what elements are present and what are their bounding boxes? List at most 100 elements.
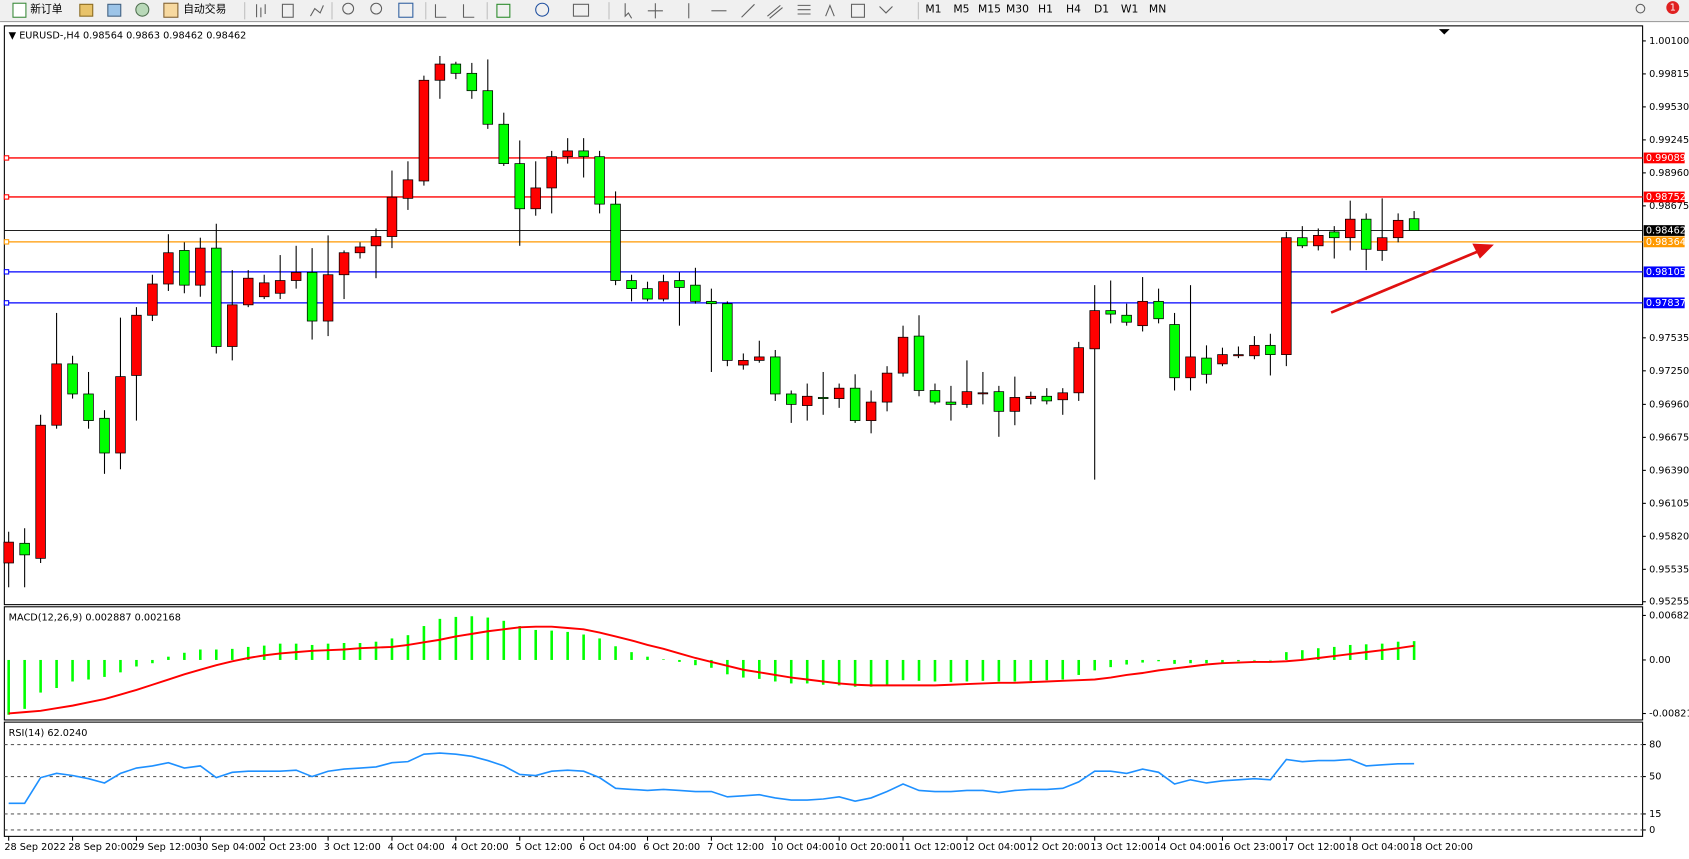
macd-bar bbox=[1013, 659, 1017, 682]
icon[interactable] bbox=[535, 2, 550, 17]
level-label-bg bbox=[1643, 297, 1685, 309]
candle-body bbox=[227, 304, 238, 347]
icon[interactable] bbox=[434, 4, 447, 18]
candle-body bbox=[1169, 324, 1180, 379]
macd-bar bbox=[821, 659, 825, 685]
macd-bar bbox=[71, 659, 74, 682]
icon[interactable] bbox=[647, 3, 663, 19]
main-panel bbox=[3, 25, 1644, 606]
timeframe-button[interactable]: M15 bbox=[978, 3, 1001, 16]
macd-bar bbox=[885, 659, 889, 685]
icon[interactable] bbox=[135, 2, 150, 17]
icon[interactable] bbox=[624, 3, 633, 19]
toolbar-bg bbox=[0, 0, 1689, 22]
candle-body bbox=[354, 246, 366, 254]
icon[interactable] bbox=[79, 3, 94, 17]
macd-bar bbox=[662, 659, 665, 660]
icon[interactable] bbox=[462, 4, 475, 18]
icon[interactable] bbox=[767, 4, 783, 19]
timeframe-button[interactable]: MN bbox=[1149, 3, 1166, 16]
y-tick-label: 0.96960 bbox=[1649, 399, 1689, 410]
macd-bar bbox=[1301, 650, 1304, 660]
timeframe-button[interactable]: M30 bbox=[1006, 3, 1029, 16]
candle-body bbox=[99, 417, 110, 454]
macd-bar bbox=[837, 659, 841, 686]
timeframe-button[interactable]: D1 bbox=[1094, 3, 1109, 16]
candle-body bbox=[1105, 310, 1116, 315]
icon[interactable] bbox=[309, 5, 324, 17]
rsi-value: 62.0240 bbox=[47, 728, 87, 739]
candle-body bbox=[1392, 219, 1404, 239]
candle-body bbox=[115, 376, 126, 454]
timeframe-button[interactable]: M1 bbox=[925, 3, 941, 16]
timeframes: M1 M5 M15 M30 H1 H4 D1 W1 MN bbox=[925, 3, 1166, 16]
candle-body bbox=[945, 401, 957, 405]
rsi-title: RSI(14) bbox=[9, 728, 45, 739]
notification-badge[interactable] bbox=[1666, 1, 1680, 15]
candle-body bbox=[722, 303, 733, 361]
candle-body bbox=[706, 300, 717, 305]
macd-bar bbox=[853, 659, 857, 687]
icon[interactable] bbox=[879, 6, 893, 14]
candle-body bbox=[434, 63, 446, 81]
icon[interactable] bbox=[398, 2, 414, 18]
icon[interactable] bbox=[825, 3, 835, 17]
icon[interactable] bbox=[572, 3, 590, 17]
candle-body bbox=[179, 250, 190, 286]
macd-bar bbox=[614, 646, 617, 660]
timeframe-button[interactable]: W1 bbox=[1121, 3, 1139, 16]
x-tick-label: 11 Oct 12:00 bbox=[899, 842, 962, 853]
macd-bar bbox=[215, 649, 218, 660]
timeframe-button[interactable]: H1 bbox=[1038, 3, 1053, 16]
macd-bar bbox=[1045, 659, 1049, 681]
icon[interactable] bbox=[281, 3, 294, 18]
candle-body bbox=[163, 252, 174, 285]
rsi-line bbox=[8, 752, 1415, 805]
timeframe-button[interactable]: H4 bbox=[1066, 3, 1081, 16]
candle-body bbox=[881, 372, 893, 403]
macd-bar bbox=[502, 620, 506, 660]
search-icon[interactable] bbox=[1635, 3, 1646, 14]
y-tick-label: 0.98675 bbox=[1649, 201, 1689, 212]
x-tick-label: 28 Sep 20:00 bbox=[68, 842, 133, 853]
icon[interactable] bbox=[342, 2, 355, 15]
plot-layer: 1.00100 0.99815 0.99530 0.99245 0.98960 0.986… bbox=[3, 36, 1689, 853]
x-tick-label: 5 Oct 12:00 bbox=[515, 842, 572, 853]
candle-body bbox=[610, 203, 621, 281]
y-tick-label: 15 bbox=[1649, 809, 1661, 820]
macd-bar bbox=[23, 659, 26, 709]
y-tick-label: 50 bbox=[1649, 772, 1661, 783]
icon[interactable] bbox=[496, 3, 511, 18]
candle-body bbox=[738, 360, 749, 366]
icon[interactable] bbox=[256, 4, 266, 18]
icon[interactable] bbox=[797, 4, 811, 15]
candle-body bbox=[3, 541, 14, 564]
icon[interactable] bbox=[12, 2, 27, 18]
candle-body bbox=[1345, 218, 1356, 239]
macd-bar bbox=[199, 649, 202, 660]
macd-bar bbox=[1380, 643, 1384, 660]
macd-bar bbox=[1285, 652, 1288, 660]
y-tick-label: 0.00 bbox=[1649, 655, 1671, 666]
timeframe-button[interactable]: M5 bbox=[953, 3, 969, 16]
y-tick-label: 0.97535 bbox=[1649, 333, 1689, 344]
icon[interactable] bbox=[107, 3, 122, 17]
macd-bar bbox=[119, 659, 122, 673]
auto-trading-button[interactable]: 自动交易 bbox=[183, 3, 226, 16]
icon[interactable] bbox=[850, 3, 865, 18]
y-tick-label: 0.96390 bbox=[1649, 465, 1689, 476]
icon[interactable] bbox=[163, 2, 179, 18]
x-tick-label: 4 Oct 04:00 bbox=[388, 842, 445, 853]
x-tick-label: 29 Sep 12:00 bbox=[132, 842, 197, 853]
macd-bar bbox=[135, 659, 138, 667]
icon[interactable] bbox=[741, 3, 755, 18]
new-order-button[interactable]: 新订单 bbox=[30, 3, 63, 16]
macd-bar bbox=[550, 630, 553, 660]
x-tick-label: 30 Sep 04:00 bbox=[196, 842, 261, 853]
x-tick-label: 10 Oct 04:00 bbox=[771, 842, 834, 853]
macd-bar bbox=[789, 659, 793, 684]
macd-bar bbox=[1157, 659, 1160, 662]
icon[interactable] bbox=[370, 2, 383, 15]
